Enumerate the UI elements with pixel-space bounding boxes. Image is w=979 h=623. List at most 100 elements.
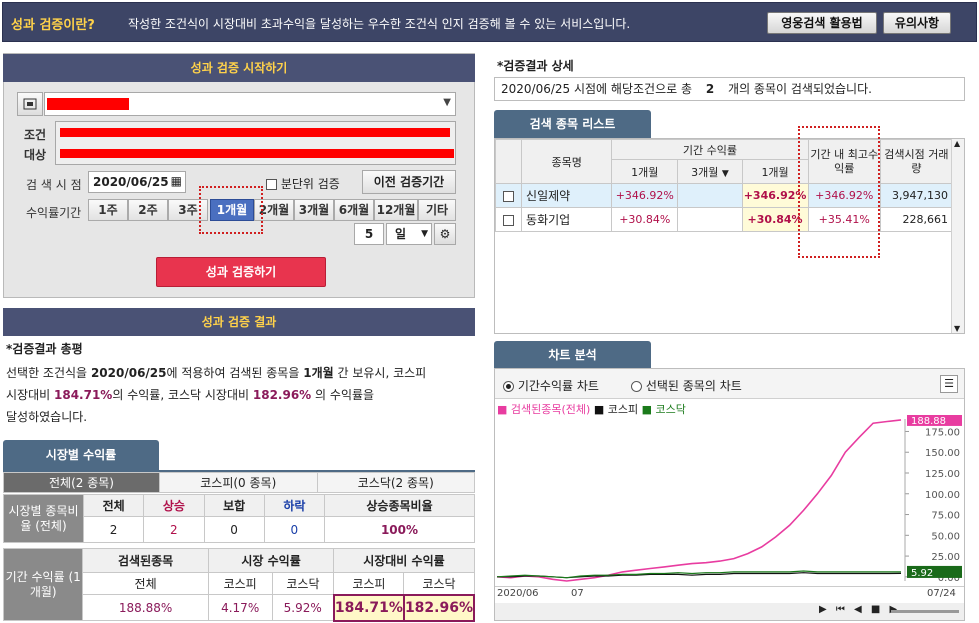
redacted-condition-name [47,98,129,110]
series-line-3 [496,570,901,579]
search-date-value: 2020/06/25 [93,175,169,189]
period-other-button[interactable]: 기타 [418,199,456,221]
highlight-max-column [798,126,880,258]
row-checkbox[interactable] [503,214,515,226]
period-1w-button[interactable]: 1주 [88,199,128,221]
series-line-1 [496,419,902,582]
stock-list: 종목명 기간 수익률 기간 내 최고수익률 검색시점 거래량 1개월 3개월 ▼… [494,138,965,334]
radio-period-label: 기간수익률 차트 [517,379,599,393]
value-excess-kospi: 184.71% [332,593,405,622]
summary-text: 선택한 조건식을 2020/06/25에 적용하여 검색된 종목을 1개월 간 … [6,362,474,428]
y-tick-label: 0.00 [938,573,960,584]
start-panel: 성과 검증 시작하기 ▼ 조건 대상 검 색 시 점 2020/06/25 ▦ … [3,53,475,298]
days-unit-select[interactable]: 일 ▼ [386,223,432,245]
row-1m: +346.92% [611,183,679,208]
detail-title: *검증결과 상세 [497,59,574,73]
last-value-searched-bg [907,415,962,426]
ratio-header-up-ratio: 상승종목비율 [324,494,475,517]
sub-header-excess-kospi: 코스피 [333,572,405,595]
radio-selected-label: 선택된 종목의 차트 [645,379,742,393]
notice-button[interactable]: 유의사항 [883,12,951,34]
period-12m-button[interactable]: 12개월 [374,199,418,221]
chart-menu-icon[interactable]: ☰ [940,375,958,393]
gear-icon[interactable]: ⚙ [434,223,456,245]
market-tab-all[interactable]: 전체(2 종목) [3,472,160,493]
scroll-up-icon[interactable]: ▲ [954,139,961,148]
y-tick-label: 75.00 [931,511,960,522]
legend-searched: 검색된종목(전체) [510,403,591,416]
market-tab-kospi[interactable]: 코스피(0 종목) [159,472,318,493]
chart-analysis-tab[interactable]: 차트 분석 [494,341,651,369]
start-panel-header: 성과 검증 시작하기 [3,54,475,82]
period-1m-button[interactable]: 1개월 [210,199,254,221]
period-3m-button[interactable]: 3개월 [294,199,334,221]
table-row[interactable]: 신일제약 +346.92% +346.92% +346.92% 3,947,13… [494,183,954,208]
summary-period: 1개월 [303,366,334,380]
sub-header-all: 전체 [82,572,209,595]
list-header-3m-label: 3개월 [691,165,719,179]
stock-list-tab[interactable]: 검색 종목 리스트 [494,110,651,138]
condition-load-button[interactable] [17,92,43,116]
ratio-all-value: 2 [82,516,145,543]
chevron-down-icon: ▼ [421,229,428,239]
condition-select[interactable]: ▼ [44,92,456,116]
summary-kospi-excess: 184.71% [54,388,113,402]
period-2m-button[interactable]: 2개월 [254,199,294,221]
ratio-up-ratio-value: 100% [324,516,475,543]
chart-nav-buttons[interactable]: ▶ ⏮ ◀ ■ ▶ [819,604,901,615]
redacted-condition-text [60,128,450,137]
sub-header-kospi: 코스피 [207,572,273,595]
scroll-down-icon[interactable]: ▼ [954,324,961,333]
search-date-field[interactable]: 2020/06/25 ▦ [88,171,186,193]
period-2w-button[interactable]: 2주 [128,199,168,221]
ratio-header-all: 전체 [82,494,145,517]
radio-period-chart[interactable] [503,381,514,392]
group-header-market: 시장 수익률 [207,548,335,573]
y-tick-label: 175.00 [925,427,960,438]
period-6m-button[interactable]: 6개월 [334,199,374,221]
days-input[interactable]: 5 [354,223,384,245]
folder-icon [23,98,37,110]
banner-description: 작성한 조건식이 시장대비 초과수익을 달성하는 우수한 조건식 인지 검증해 … [128,17,631,31]
y-tick-label: 25.00 [931,552,960,563]
market-tab-kosdaq[interactable]: 코스닥(2 종목) [316,472,475,493]
detail-info-part: 개의 종목이 검색되었습니다. [728,82,872,96]
top-banner: 성과 검증이란? 작성한 조건식이 시장대비 초과수익을 달성하는 우수한 조건… [2,2,977,42]
radio-selected-chart[interactable] [631,381,642,392]
list-scrollbar[interactable]: ▲ ▼ [951,139,964,333]
row-volume: 3,947,130 [879,183,954,208]
highlight-1m [199,186,263,234]
y-tick-label: 125.00 [925,469,960,480]
x-tick-label: 2020/06 [497,588,539,599]
ratio-header-down: 하락 [263,494,326,517]
row-3m [677,207,743,232]
run-verification-button[interactable]: 성과 검증하기 [156,257,326,287]
row-name: 신일제약 [521,183,613,208]
summary-part: 의 수익률, 코스닥 시장대비 [112,388,250,402]
redacted-target-text [60,149,454,158]
row-check-cell [494,207,523,232]
stock-list-table: 종목명 기간 수익률 기간 내 최고수익률 검색시점 거래량 1개월 3개월 ▼… [494,139,954,232]
list-header-name: 종목명 [521,139,613,184]
row-checkbox[interactable] [503,190,515,202]
prev-period-button[interactable]: 이전 검증기간 [362,170,456,194]
split-check-box[interactable] [266,179,277,190]
market-return-tab[interactable]: 시장별 수익률 [3,440,159,470]
table-row[interactable]: 동화기업 +30.84% +30.84% +35.41% 228,661 [494,207,954,232]
detail-info: 2020/06/25 시점에 해당조건으로 총 2 개의 종목이 검색되었습니다… [494,77,965,101]
detail-info-part: 2020/06/25 시점에 해당조건으로 총 [501,82,693,96]
row-3m [677,183,743,208]
usage-button[interactable]: 영웅검색 활용법 [767,12,877,34]
list-header-3m[interactable]: 3개월 ▼ [677,159,743,184]
period-3w-button[interactable]: 3주 [168,199,208,221]
last-value-searched: 188.88 [911,416,946,427]
value-excess-kosdaq: 182.96% [402,593,476,622]
list-header-check [494,139,523,184]
x-tick-label: 07 [571,588,584,599]
summary-part: 달성하였습니다. [6,410,88,424]
chart-zoom-slider[interactable] [891,610,959,613]
calendar-icon[interactable]: ▦ [170,174,182,188]
ratio-up-value: 2 [143,516,205,543]
list-header-1m: 1개월 [611,159,679,184]
banner-title: 성과 검증이란? [11,18,95,33]
